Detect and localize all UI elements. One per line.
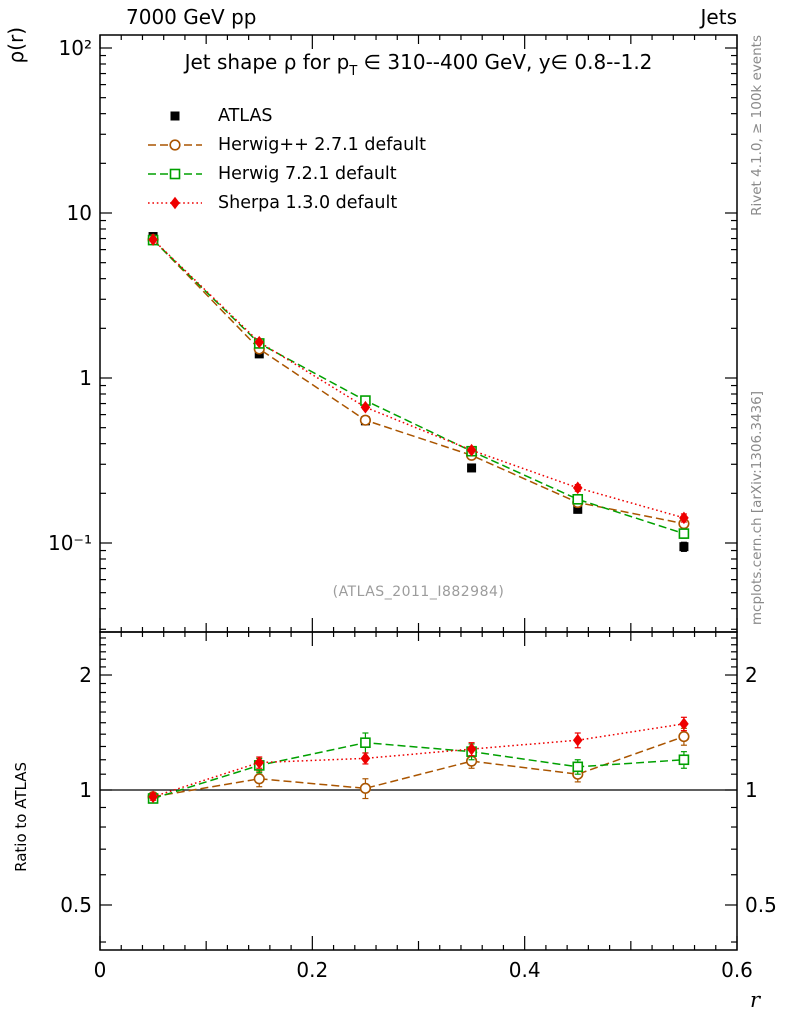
legend-label: ATLAS [218,106,273,126]
ratio-tick-label-right: 2 [745,663,758,687]
analysis-id-watermark: (ATLAS_2011_I882984) [332,584,505,600]
data-point [254,335,265,349]
title-subscript: T [349,64,358,79]
data-point [169,139,181,151]
data-point [572,733,583,747]
ratio-series-line [152,735,685,798]
x-tick-label: 0.6 [721,958,753,982]
data-point [360,752,371,765]
legend-label: Sherpa 1.3.0 default [218,193,398,213]
data-point [678,730,690,743]
legend-marker-open-circle-icon [148,139,202,151]
ratio-tick-label-left: 0.5 [60,893,92,917]
title-prefix: Jet shape ρ for p [184,50,350,74]
data-point [678,754,690,766]
data-point [467,463,477,473]
data-point [360,400,371,414]
series-herwig [147,234,690,539]
ratio-series-herwig [147,732,690,804]
ratio-series-line [152,723,685,798]
ratio-panel-frame [99,631,738,951]
data-point [359,414,372,426]
series-line [152,239,685,525]
data-point [170,196,180,210]
ratio-series-sherpa [148,716,689,804]
ratio-tick-label-left: 2 [79,663,92,687]
legend-item: Sherpa 1.3.0 default [146,193,426,213]
ratio-tick-label-left: 1 [79,778,92,802]
x-tick-label: 0.4 [509,958,541,982]
title-suffix: ∈ 310--400 GeV, y∈ 0.8--1.2 [357,50,653,74]
data-point [253,773,265,785]
legend-marker-open-square-icon [148,168,202,180]
legend-marker-filled-square-icon [170,111,180,121]
analysis-group-label: Jets [700,5,737,29]
data-point [572,481,583,495]
series-herwig++ [147,233,690,530]
legend-label: Herwig++ 2.7.1 default [218,135,426,155]
x-tick-label: 0 [94,958,107,982]
data-point [254,756,265,769]
ratio-series-line [152,741,684,800]
series-line [152,239,685,535]
data-point [466,742,477,756]
y-tick-label: 10⁻¹ [48,531,92,555]
series-line [152,239,685,519]
series-atlas [148,232,689,552]
y-tick-label: 10² [59,36,92,60]
data-point [360,737,371,748]
legend-item: Herwig++ 2.7.1 default [146,135,426,155]
series-sherpa [148,233,689,525]
y-tick-label: 10 [67,201,92,225]
y-axis-label-ratio: Ratio to ATLAS [12,762,30,872]
data-point [679,511,689,525]
x-axis-label: r [750,988,761,1012]
data-point [359,782,372,794]
data-point [148,790,158,804]
legend: ATLAS Herwig++ 2.7.1 default Herwig 7.2.1 … [146,106,426,222]
data-point [572,494,584,505]
data-point [466,443,477,457]
data-point [169,168,181,180]
tick-labels: 0 0.2 0.4 0.6 10² 10 1 10⁻¹ 2 2 1 1 0.5 0.5 [48,36,777,982]
mcplots-attribution-note: mcplots.cern.ch [arXiv:1306.3436] [749,391,765,626]
data-point [572,761,584,773]
data-point [170,111,180,121]
data-point [678,528,690,539]
data-point [679,717,689,731]
legend-marker-filled-diamond-icon [148,196,202,210]
legend-item: Herwig 7.2.1 default [146,164,426,184]
plot-title: Jet shape ρ for pT ∈ 310--400 GeV, y∈ 0.… [100,50,737,79]
data-point [573,504,583,514]
rivet-version-note: Rivet 4.1.0, ≥ 100k events [749,35,765,216]
data-point [679,542,689,552]
y-tick-label: 1 [79,366,92,390]
ratio-tick-label-right: 1 [745,778,758,802]
y-axis-label-top: ρ(r) [4,27,28,64]
beam-energy-label: 7000 GeV pp [126,5,257,29]
x-tick-label: 0.2 [296,958,328,982]
legend-item: ATLAS [146,106,426,126]
data-point [148,233,158,246]
legend-label: Herwig 7.2.1 default [218,164,397,184]
ratio-tick-label-right: 0.5 [745,893,777,917]
